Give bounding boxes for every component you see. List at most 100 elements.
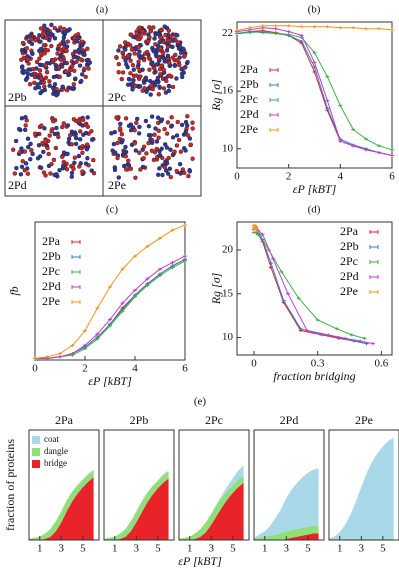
bead [23,161,29,166]
point-marker [45,355,50,359]
plot-frame [28,429,100,541]
bead [38,26,44,31]
legend-label: 2Pe [340,284,358,298]
y-axis-label: fb [7,286,21,295]
bead [152,83,158,88]
bead [151,25,156,30]
bead [41,149,46,155]
bead [161,86,167,91]
point-marker [286,30,291,34]
legend-marker [269,83,279,87]
y-tick-label: 16 [222,85,234,97]
bead [29,41,35,47]
x-tick-label: 0.3 [311,358,325,370]
bead [46,151,51,157]
point-marker [281,299,286,303]
x-tick-label: 5 [80,543,86,555]
bead [77,63,83,68]
bead [70,86,76,92]
point-marker [326,333,331,337]
bead [161,56,167,61]
y-axis-label: fraction of proteins [3,439,17,531]
bead [172,149,177,154]
panel-label: (a) [96,4,109,16]
bead [129,47,135,52]
bead [21,55,27,61]
bead [42,87,48,93]
point-marker [260,232,265,236]
bead [157,166,162,171]
bead [51,85,56,91]
x-tick-label: 5 [380,543,386,555]
point-marker [256,231,261,235]
bead [29,51,35,56]
bead [85,46,90,51]
bead [54,125,59,131]
y-tick-label: 10 [222,331,234,343]
legend-marker [269,113,279,117]
point-marker [170,265,175,269]
bead [47,133,52,138]
legend-label: 2Pd [340,269,359,283]
legend-marker [71,255,81,259]
bead [71,132,77,137]
bead [165,44,171,50]
point-marker [377,151,382,155]
point-marker [235,29,239,33]
bead [141,144,147,149]
bead [50,58,55,63]
legend-marker [269,68,279,72]
x-tick-label: 1 [37,543,43,555]
bead [168,124,174,129]
bead [83,130,89,136]
bead [67,132,73,138]
plot-frame [253,429,325,541]
bead [10,147,16,153]
point-marker [312,60,317,64]
bead [59,62,64,67]
bead [167,73,172,78]
bead [71,54,77,60]
x-tick-label: 3 [134,543,140,555]
bead [144,49,150,55]
bead [45,27,50,32]
bead [34,59,40,65]
bead [89,137,95,142]
bead [39,165,44,171]
point-marker [108,317,112,321]
x-tick-label: 4 [338,171,344,183]
point-marker [133,295,137,299]
bead [69,64,75,69]
bead [19,116,25,121]
point-marker [299,39,304,43]
x-axis-label: εP [kBT] [178,554,222,568]
legend-label: 2Pc [42,264,60,278]
bead [140,88,145,93]
bead [43,138,48,143]
bead [71,117,77,122]
point-marker [273,32,278,36]
panel-title: 2Pd [280,413,299,427]
point-marker [251,228,256,232]
bead [161,67,167,73]
point-marker [296,296,301,300]
point-marker [145,277,150,281]
bead [132,84,138,89]
bead [141,57,147,63]
bead [73,76,78,81]
bead [49,43,54,49]
x-tick-label: 5 [230,543,236,555]
bead [61,163,66,169]
point-marker [364,27,369,31]
bead [121,163,127,169]
bead [149,114,155,119]
legend-label: 2Pb [340,239,359,253]
bead [132,128,137,133]
bead [20,158,25,164]
bead [77,137,83,142]
legend-marker [369,230,379,234]
bead [27,81,33,87]
bead [134,31,139,36]
bead [39,123,44,128]
bead [175,119,181,125]
